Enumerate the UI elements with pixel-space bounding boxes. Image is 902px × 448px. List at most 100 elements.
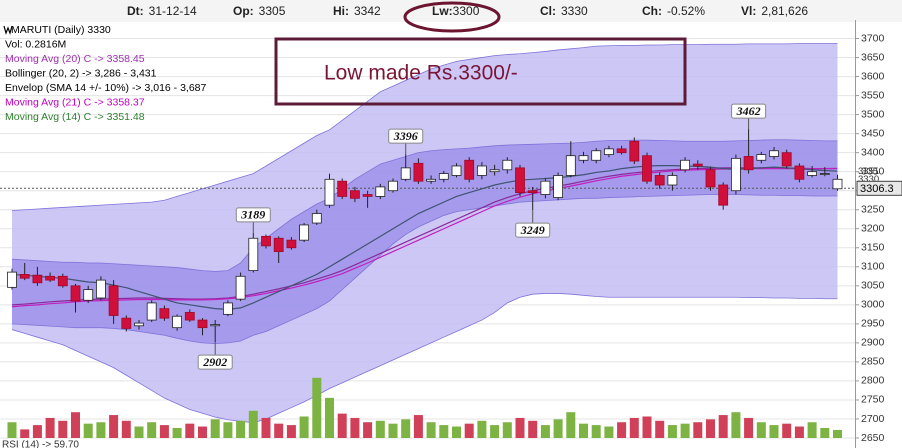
candle-body <box>540 180 551 195</box>
header-item: Hi: 3342 <box>333 4 381 18</box>
candle-body <box>794 165 805 180</box>
volume-bar <box>591 425 601 438</box>
candle-body <box>578 155 589 161</box>
header-label: Lw: <box>432 4 453 18</box>
candle-body <box>527 190 538 194</box>
volume-bar <box>223 422 233 438</box>
legend-text: Moving Avg (21) C -> 3358.37 <box>5 96 145 108</box>
header-item: Ch: -0.52% <box>642 4 705 18</box>
volume-bar <box>452 426 461 438</box>
candle-body <box>121 317 132 329</box>
candle-body <box>781 152 792 167</box>
highlight-circle <box>403 1 501 33</box>
candle-body <box>32 274 43 284</box>
header-value: 3342 <box>354 4 381 18</box>
header-item: Vl: 2,81,626 <box>741 4 808 18</box>
candle-body <box>45 275 55 281</box>
volume-bar <box>744 417 754 438</box>
last-value-label: 3330 <box>858 174 879 185</box>
y-tick-label: 3400 <box>861 146 885 158</box>
volume-bar <box>20 429 30 438</box>
candle-body <box>807 171 817 176</box>
candle-body <box>604 148 614 155</box>
volume-bar <box>198 426 207 438</box>
header-value: 3300 <box>453 4 480 18</box>
candle-body <box>57 275 68 287</box>
volume-bar <box>325 397 334 438</box>
candle-body <box>159 308 170 319</box>
band-edge <box>11 139 838 272</box>
volume-bar <box>477 420 487 438</box>
annotation-box <box>274 37 687 106</box>
peak-box <box>197 354 233 370</box>
volume-bar <box>502 422 512 438</box>
candle-body <box>273 237 284 252</box>
candle-body <box>565 155 576 176</box>
candle-body <box>400 167 411 180</box>
header-item: Dt: 31-12-14 <box>127 4 197 18</box>
candle-body <box>108 285 119 316</box>
y-tick-label: 3350 <box>861 165 885 177</box>
volume-bar <box>83 423 93 438</box>
volume-bar <box>71 412 80 438</box>
candle-body <box>616 148 627 154</box>
volume-bar <box>350 417 360 438</box>
volume-bar <box>388 423 398 438</box>
volume-bar <box>731 412 741 438</box>
header-item: Cl: 3330 <box>540 4 588 18</box>
legend-text: Envelop (SMA 14 +/- 10%) -> 3,016 - 3,68… <box>5 82 207 94</box>
peak-box <box>388 128 424 144</box>
header-label: Ch: <box>642 4 662 18</box>
rsi-label: RSI (14) -> 59.70 <box>2 440 79 448</box>
header-label: Op: <box>233 4 254 18</box>
header-label: Hi: <box>333 4 349 18</box>
volume-bar <box>172 427 182 438</box>
volume-bar <box>439 425 449 438</box>
y-tick-label: 2950 <box>861 318 885 330</box>
volume-bar <box>579 423 588 438</box>
candle-body <box>7 271 17 288</box>
volume-bar <box>794 426 804 438</box>
volume-bar <box>236 420 246 438</box>
ma-line <box>11 167 838 308</box>
candle-body <box>172 315 183 329</box>
volume-bar <box>515 417 525 438</box>
candle-body <box>654 175 665 186</box>
volume-bar <box>693 422 703 438</box>
header-item: Op: 3305 <box>233 4 286 18</box>
volume-bar <box>680 423 690 438</box>
candle-body <box>286 239 297 249</box>
candle-body <box>146 302 157 321</box>
volume-bar <box>667 425 677 438</box>
candle-body <box>299 224 310 241</box>
candle-body <box>134 322 144 327</box>
header-value: 3305 <box>259 4 286 18</box>
candle-body <box>388 180 398 192</box>
header-label: Vl: <box>741 4 756 18</box>
volume-bar <box>58 420 68 438</box>
volume-bar <box>159 425 169 438</box>
y-tick-label: 2850 <box>861 356 885 368</box>
volume-bar <box>490 425 500 438</box>
peak-label: 3189 <box>240 208 265 222</box>
peak-label: 3249 <box>520 223 545 237</box>
volume-bar <box>363 422 373 438</box>
price-box <box>856 180 902 196</box>
candle-body <box>197 319 208 329</box>
annotation-text: Low made Rs.3300/- <box>324 62 518 85</box>
candle-body <box>731 157 741 192</box>
volume-bar <box>820 427 830 438</box>
volume-bar <box>299 416 309 438</box>
candle-body <box>311 213 322 224</box>
volume-bar <box>718 415 728 438</box>
volume-bar <box>375 420 385 438</box>
volume-bar <box>464 423 474 438</box>
y-tick-label: 3150 <box>861 242 885 254</box>
candle-body <box>83 289 94 301</box>
candle-body <box>451 165 462 176</box>
y-tick-label: 3550 <box>861 89 885 101</box>
peak-label: 3396 <box>393 129 418 143</box>
candle-body <box>769 150 779 157</box>
